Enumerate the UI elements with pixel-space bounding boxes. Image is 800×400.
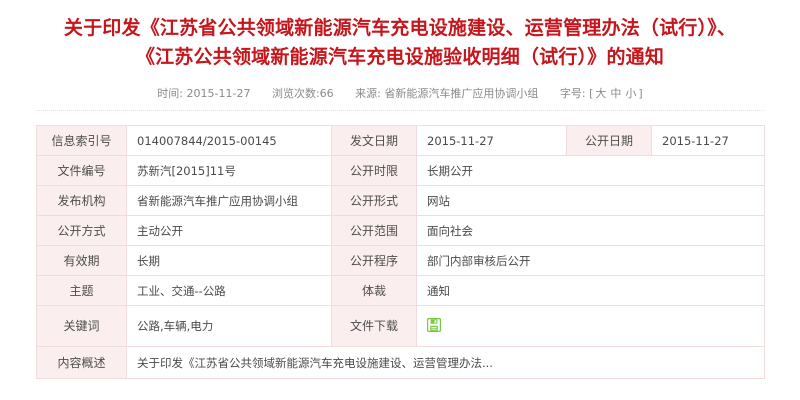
meta-time: 时间: 2015-11-27 <box>157 86 250 102</box>
page-title-line-1: 关于印发《江苏省公共领域新能源汽车充电设施建设、运营管理办法（试行）》、 <box>63 17 737 39</box>
table-field-value: 长期公开 <box>416 155 765 186</box>
table-field-label: 有效期 <box>36 245 127 276</box>
table-field-value: 苏新汽[2015]11号 <box>126 155 332 186</box>
table-field-label: 关键词 <box>36 305 127 347</box>
table-field-label: 公开日期 <box>566 125 652 156</box>
table-field-value: 2015-11-27 <box>651 125 765 156</box>
meta-time-value: 2015-11-27 <box>186 87 251 100</box>
table-field-label: 信息索引号 <box>36 125 127 156</box>
meta-source-value: 省新能源汽车推广应用协调小组 <box>384 87 539 100</box>
table-field-label: 发布机构 <box>36 185 127 216</box>
table-field-value: 主动公开 <box>126 215 332 246</box>
table-row: 关键词 公路,车辆,电力 文件下载 <box>36 305 765 347</box>
table-field-value: 长期 <box>126 245 332 276</box>
table-field-value: 2015-11-27 <box>416 125 567 156</box>
header-divider <box>36 110 764 111</box>
document-info-table-wrapper: 信息索引号 014007844/2015-00145 发文日期 2015-11-27 公… <box>36 125 765 379</box>
table-field-label: 主题 <box>36 275 127 306</box>
article-meta-bar: 时间: 2015-11-27 浏览次数:66 来源: 省新能源汽车推广应用协调小… <box>0 86 800 102</box>
font-size-label: 字号: <box>559 87 586 100</box>
table-field-value <box>416 305 765 347</box>
table-row: 内容概述 关于印发《江苏省公共领域新能源汽车充电设施建设、运营管理办法... <box>36 346 765 379</box>
table-field-value: 工业、交通--公路 <box>126 275 332 306</box>
table-field-label: 文件编号 <box>36 155 127 186</box>
page-title-line-2: 《江苏公共领域新能源汽车充电设施验收明细（试行）》的通知 <box>135 46 665 68</box>
page-title: 关于印发《江苏省公共领域新能源汽车充电设施建设、运营管理办法（试行）》、 《江苏… <box>0 0 800 72</box>
table-row: 文件编号 苏新汽[2015]11号 公开时限 长期公开 <box>36 155 765 186</box>
table-row: 公开方式 主动公开 公开范围 面向社会 <box>36 215 765 246</box>
table-field-value: 公路,车辆,电力 <box>126 305 332 347</box>
table-field-label: 文件下载 <box>331 305 417 347</box>
table-field-value: 面向社会 <box>416 215 765 246</box>
meta-time-label: 时间: <box>157 87 184 100</box>
file-download-save-icon[interactable] <box>426 317 442 333</box>
document-info-table-body: 信息索引号 014007844/2015-00145 发文日期 2015-11-27 公… <box>36 125 765 379</box>
table-field-value: 关于印发《江苏省公共领域新能源汽车充电设施建设、运营管理办法... <box>126 346 765 379</box>
table-field-label: 发文日期 <box>331 125 417 156</box>
table-row: 信息索引号 014007844/2015-00145 发文日期 2015-11-27 公… <box>36 125 765 156</box>
document-info-table: 信息索引号 014007844/2015-00145 发文日期 2015-11-27 公… <box>36 125 765 379</box>
table-field-value: 014007844/2015-00145 <box>126 125 332 156</box>
font-size-small-button[interactable]: 小 <box>625 87 637 100</box>
font-size-medium-button[interactable]: 中 <box>610 87 622 100</box>
meta-views: 浏览次数:66 <box>271 87 334 100</box>
font-size-bracket-open: [ <box>589 87 594 100</box>
table-row: 有效期 长期 公开程序 部门内部审核后公开 <box>36 245 765 276</box>
meta-source-label: 来源: <box>355 87 381 100</box>
table-field-label: 内容概述 <box>36 346 127 379</box>
font-size-switcher: 字号: [大中小] <box>560 86 643 102</box>
table-field-label: 体裁 <box>331 275 417 306</box>
table-row: 主题 工业、交通--公路 体裁 通知 <box>36 275 765 306</box>
table-row: 发布机构 省新能源汽车推广应用协调小组 公开形式 网站 <box>36 185 765 216</box>
meta-source: 来源: 省新能源汽车推广应用协调小组 <box>355 86 538 102</box>
table-field-value: 网站 <box>416 185 765 216</box>
font-size-large-button[interactable]: 大 <box>595 87 607 100</box>
font-size-bracket-close: ] <box>638 87 643 100</box>
table-field-label: 公开程序 <box>331 245 417 276</box>
table-field-label: 公开时限 <box>331 155 417 186</box>
table-field-value: 省新能源汽车推广应用协调小组 <box>126 185 332 216</box>
table-field-label: 公开方式 <box>36 215 127 246</box>
table-field-label: 公开范围 <box>331 215 417 246</box>
table-field-value: 通知 <box>416 275 765 306</box>
table-field-label: 公开形式 <box>331 185 417 216</box>
table-field-value: 部门内部审核后公开 <box>416 245 765 276</box>
